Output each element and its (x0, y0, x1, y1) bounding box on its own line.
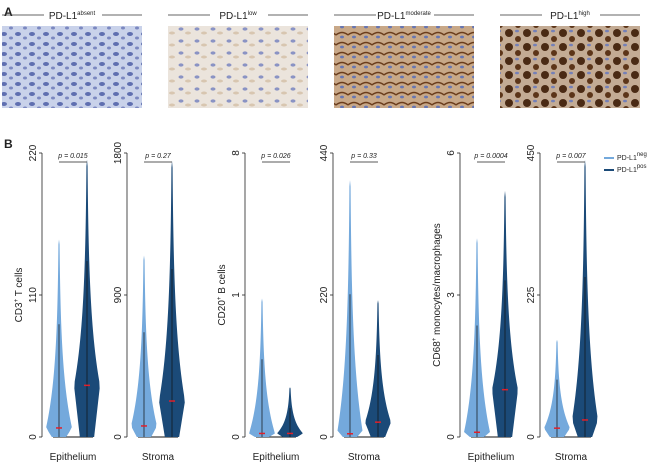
y-tick-label: 220 (28, 144, 39, 161)
y-tick-label: 0 (28, 434, 39, 440)
y-tick-label: 8 (231, 150, 242, 156)
content: A B PD-L1absent PD-L1low PD-L1moderate PD-L… (2, 5, 647, 463)
image-title-part: PD-L1 (219, 11, 248, 22)
x-tick-label: Epithelium (253, 452, 300, 463)
y-tick-label: 0 (526, 434, 537, 440)
y-tick-label: 0 (231, 434, 242, 440)
image-title-part: PD-L1 (377, 11, 406, 22)
histology-image (334, 26, 474, 108)
y-tick-label: 1 (231, 292, 242, 298)
y-tick-label: 3 (446, 292, 457, 298)
legend-label-part: neg (637, 152, 647, 158)
y-tick-label: 6 (446, 150, 457, 156)
legend-label-part: pos (637, 164, 647, 170)
y-tick-label: 900 (113, 286, 124, 303)
image-title-part: absent (77, 11, 95, 17)
y-axis-title-part: T cells (14, 268, 25, 299)
y-tick-label: 110 (28, 287, 39, 303)
y-axis-title: CD68+ monocytes/macrophages (432, 223, 443, 367)
image-title: PD-L1high (550, 11, 590, 22)
y-tick-label: 220 (319, 286, 330, 303)
y-tick-label: 0 (113, 434, 124, 440)
x-tick-label: Stroma (348, 452, 381, 463)
legend-label: PD-L1pos (617, 164, 647, 174)
image-title-part: moderate (406, 11, 432, 17)
histology-image (500, 26, 640, 108)
image-title: PD-L1moderate (377, 11, 431, 22)
y-tick-label: 0 (446, 434, 457, 440)
x-tick-label: Epithelium (50, 452, 97, 463)
histology-image (168, 26, 308, 108)
y-tick-label: 1800 (113, 141, 124, 164)
y-axis-title: CD3+ T cells (14, 268, 25, 323)
panel-label: B (4, 137, 13, 151)
p-value: p = 0.015 (57, 153, 87, 160)
y-axis-title-part: CD68 (432, 341, 443, 367)
y-axis-title-part: CD3 (14, 302, 25, 322)
x-tick-label: Stroma (555, 452, 588, 463)
x-tick-label: Stroma (142, 452, 175, 463)
image-title-part: PD-L1 (49, 11, 78, 22)
p-value: p = 0.007 (555, 153, 586, 160)
y-axis-title-part: + (432, 337, 438, 341)
legend-label-part: PD-L1 (617, 155, 637, 162)
p-value: p = 0.0004 (473, 153, 507, 160)
y-tick-label: 225 (526, 286, 537, 303)
y-axis-title-part: + (217, 296, 223, 300)
image-title-part: low (248, 11, 258, 17)
x-tick-label: Epithelium (468, 452, 515, 463)
image-title-part: high (579, 11, 590, 17)
y-tick-label: 450 (526, 144, 537, 161)
p-value: p = 0.026 (260, 153, 290, 160)
p-value: p = 0.27 (144, 153, 172, 160)
legend-label-part: PD-L1 (617, 167, 637, 174)
legend-label: PD-L1neg (617, 152, 647, 162)
histology-image (2, 26, 142, 108)
image-title-part: PD-L1 (550, 11, 579, 22)
image-title: PD-L1low (219, 11, 257, 22)
y-axis-title-part: monocytes/macrophages (432, 223, 443, 338)
image-title: PD-L1absent (49, 11, 96, 22)
y-tick-label: 0 (319, 434, 330, 440)
y-axis-title-part: + (14, 298, 20, 302)
p-value: p = 0.33 (350, 153, 377, 160)
y-axis-title: CD20+ B cells (217, 264, 228, 325)
y-axis-title-part: B cells (217, 264, 228, 296)
panel-label: A (4, 5, 13, 19)
y-axis-title-part: CD20 (217, 300, 228, 326)
y-tick-label: 440 (319, 144, 330, 161)
